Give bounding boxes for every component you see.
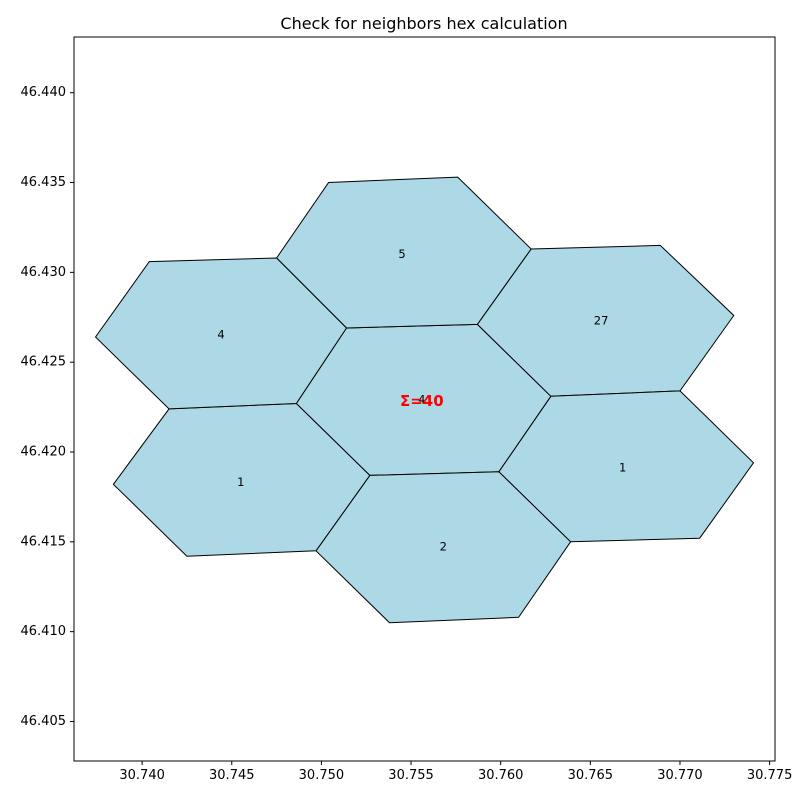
plot-frame	[73, 36, 776, 762]
hex-value-label-north-east: 27	[594, 313, 609, 327]
hex-value-label-north: 5	[398, 247, 405, 261]
x-tick-label: 30.755	[388, 768, 434, 783]
hexagon-north-west	[94, 257, 348, 410]
y-tick-label: 46.425	[21, 355, 67, 370]
y-axis-ticks: 46.405 46.410 46.415 46.420 46.425 46.430 46.4…	[21, 85, 74, 729]
chart-title: Check for neighbors hex calculation	[280, 14, 567, 33]
hex-value-label-south-east: 1	[619, 461, 626, 475]
y-tick-label: 46.405	[21, 714, 67, 729]
sum-annotation: Σ=40	[400, 392, 444, 410]
x-tick-label: 30.740	[119, 768, 165, 783]
y-tick-label: 46.440	[21, 85, 67, 100]
x-tick-label: 30.750	[299, 768, 345, 783]
x-tick-label: 30.760	[478, 768, 524, 783]
hexagon-layer	[94, 176, 755, 624]
hex-label-layer: 4 5 27 1 2 1 4	[217, 247, 626, 554]
x-tick-label: 30.775	[747, 768, 793, 783]
hex-value-label-center: 4	[418, 392, 425, 406]
y-tick-label: 46.430	[21, 265, 67, 280]
y-tick-label: 46.410	[21, 624, 67, 639]
hex-value-label-south-west: 1	[237, 475, 244, 489]
x-tick-label: 30.770	[657, 768, 703, 783]
hex-value-label-north-west: 4	[217, 328, 224, 342]
y-tick-label: 46.415	[21, 534, 67, 549]
y-tick-label: 46.420	[21, 444, 67, 459]
y-tick-label: 46.435	[21, 175, 67, 190]
x-tick-label: 30.765	[568, 768, 614, 783]
hex-value-label-south: 2	[440, 540, 447, 554]
x-axis-ticks: 30.740 30.745 30.750 30.755 30.760 30.765 30.7…	[119, 761, 792, 783]
x-tick-label: 30.745	[209, 768, 255, 783]
